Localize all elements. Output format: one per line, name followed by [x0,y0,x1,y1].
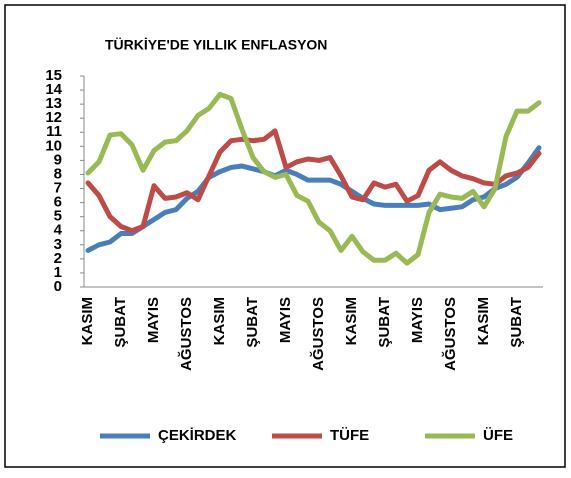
x-tick-label: KASIM [475,297,492,345]
y-tick-label: 8 [54,165,62,182]
y-tick-label: 4 [54,222,63,239]
chart-title: TÜRKİYE'DE YILLIK ENFLASYON [105,37,327,53]
series-line [85,91,542,266]
y-tick-label: 9 [54,151,62,168]
x-tick-label: AĞUSTOS [309,297,327,371]
y-tick-label: 2 [54,250,62,267]
x-tick-label: ŞUBAT [376,297,393,348]
x-tick-label: AĞUSTOS [177,297,195,371]
x-tick-label: ŞUBAT [508,297,525,348]
y-tick-label: 10 [45,137,62,154]
y-tick-label: 15 [45,67,62,84]
y-tick-label: 0 [54,278,62,295]
legend-label: ÜFE [483,427,513,444]
x-tick-label: KASIM [343,297,360,345]
x-tick-label: AĞUSTOS [441,297,459,371]
x-tick-label: KASIM [79,297,96,345]
x-tick-label: MAYIS [145,297,162,343]
legend-label: ÇEKİRDEK [158,427,237,444]
y-tick-label: 1 [54,264,62,281]
x-tick-label: ŞUBAT [244,297,261,348]
x-tick-label: KASIM [211,297,228,345]
legend-label: TÜFE [330,427,369,444]
y-tick-label: 14 [45,81,62,98]
series-line [85,145,542,253]
y-tick-label: 12 [45,109,62,126]
y-tick-label: 3 [54,236,62,253]
y-tick-label: 5 [54,208,62,225]
y-tick-label: 6 [54,194,62,211]
x-tick-label: MAYIS [277,297,294,343]
chart-border [4,4,566,468]
x-tick-label: MAYIS [409,297,426,343]
series-line [85,128,542,234]
y-tick-label: 11 [46,123,62,140]
x-tick-label: ŞUBAT [112,297,129,348]
y-tick-label: 13 [45,95,62,112]
y-tick-label: 7 [54,180,62,197]
